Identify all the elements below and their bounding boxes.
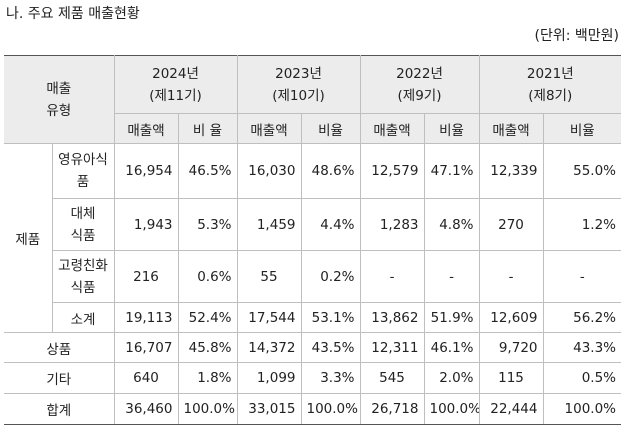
header-year-2024: 2024년 (제11기) bbox=[113, 55, 238, 114]
row-label: 고령친화 식품 bbox=[51, 250, 115, 303]
table-row: 고령친화 식품 216 0.6% 55 0.2% - - - - bbox=[4, 250, 621, 303]
table-row: 제품 영유아식 품 16,954 46.5% 16,030 48.6% 12,5… bbox=[4, 143, 621, 333]
header-ratio-2022: 비율 bbox=[423, 113, 480, 144]
unit-label: (단위: 백만원) bbox=[534, 28, 620, 44]
section-title: 나. 주요 제품 매출현황 bbox=[6, 6, 140, 22]
row-label: 기타 bbox=[4, 362, 115, 394]
header-type-label: 매출 유형 bbox=[46, 80, 72, 119]
table-row-total: 합계 36,460 100.0% 33,015 100.0% 26,718 10… bbox=[4, 393, 621, 425]
table-row: 상품 16,707 45.8% 14,372 43.5% 12,311 46.1… bbox=[4, 332, 621, 363]
header-type-cell: 매출 유형 bbox=[4, 55, 115, 144]
header-sales-2022: 매출액 bbox=[359, 113, 425, 144]
row-label: 영유아식 품 bbox=[51, 143, 115, 199]
header-ratio-2023: 비율 bbox=[300, 113, 361, 144]
group-label-product: 제품 bbox=[4, 143, 53, 333]
header-sales-2024: 매출액 bbox=[113, 113, 179, 144]
table-row: 기타 640 1.8% 1,099 3.3% 545 2.0% 115 0.5% bbox=[4, 362, 621, 394]
row-label: 합계 bbox=[4, 393, 115, 425]
row-label: 상품 bbox=[4, 332, 115, 363]
header-year-2021: 2021년 (제8기) bbox=[478, 55, 621, 114]
header-year-2023: 2023년 (제10기) bbox=[236, 55, 361, 114]
header-ratio-2024: 비 율 bbox=[177, 113, 238, 144]
header-year-2022: 2022년 (제9기) bbox=[359, 55, 480, 114]
header-ratio-2021: 비율 bbox=[542, 113, 621, 144]
header-sales-2021: 매출액 bbox=[478, 113, 544, 144]
header-year-row: 매출 유형 2024년 (제11기) 2023년 (제10기) 2022년 (제… bbox=[4, 55, 621, 144]
table-row: 대체 식품 1,943 5.3% 1,459 4.4% 1,283 4.8% 2… bbox=[4, 198, 621, 251]
sales-table: 매출 유형 2024년 (제11기) 2023년 (제10기) 2022년 (제… bbox=[4, 55, 621, 425]
header-sales-2023: 매출액 bbox=[236, 113, 302, 144]
row-label: 소계 bbox=[51, 302, 115, 333]
table-row-subtotal: 소계 19,113 52.4% 17,544 53.1% 13,862 51.9… bbox=[4, 302, 621, 333]
row-label: 대체 식품 bbox=[51, 198, 115, 251]
header-sub-row: 매출액 비 율 매출액 비율 매출액 비율 매출액 비율 bbox=[4, 113, 621, 144]
